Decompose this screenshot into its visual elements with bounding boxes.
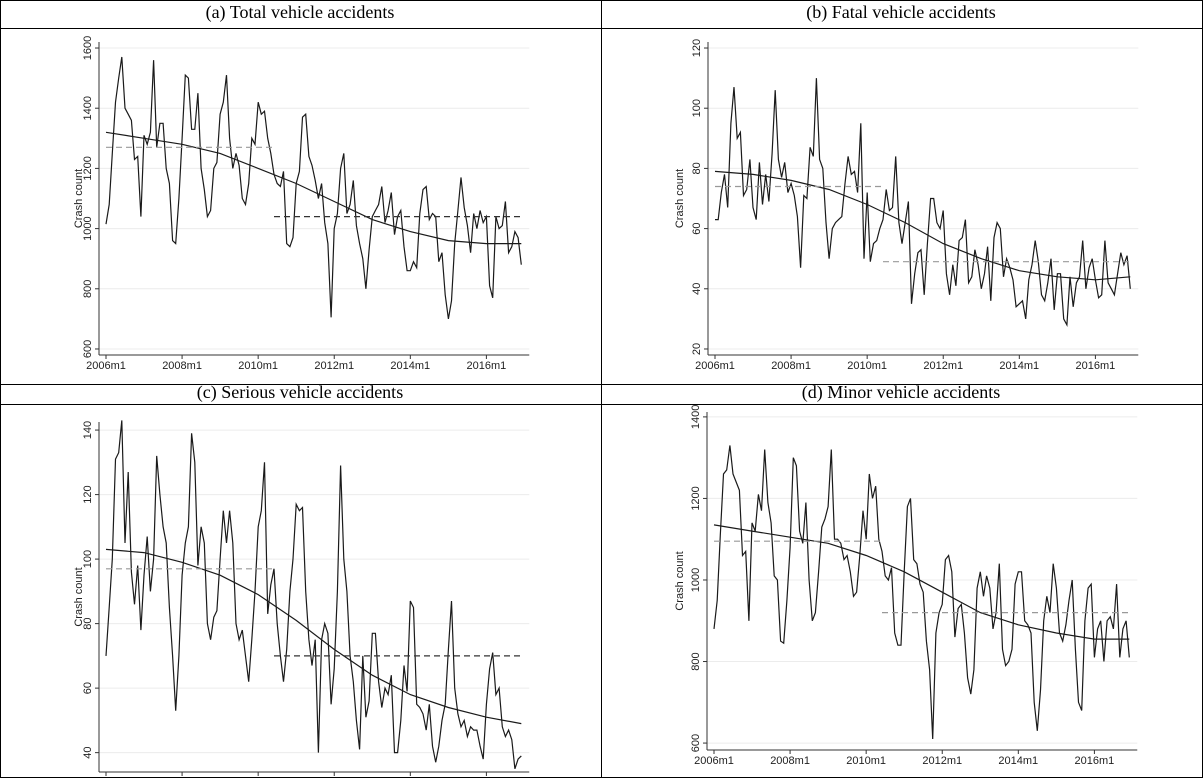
panel-title: (a) Total vehicle accidents — [206, 2, 395, 23]
panel-title: (c) Serious vehicle accidents — [197, 382, 403, 403]
panel-title: (b) Fatal vehicle accidents — [806, 2, 995, 23]
x-tick-label: 2016m1 — [1075, 755, 1115, 767]
series-line — [105, 131, 522, 245]
x-tick-label: 2014m1 — [998, 755, 1038, 767]
y-tick-label: 40 — [82, 747, 94, 759]
y-tick-label: 60 — [691, 222, 703, 234]
x-tick-label: 2012m1 — [923, 360, 963, 372]
y-tick-label: 800 — [690, 652, 702, 670]
y-tick-label: 20 — [691, 343, 703, 355]
y-tick-label: 80 — [691, 162, 703, 174]
x-tick-label: 2006m1 — [694, 755, 734, 767]
x-tick-label: 2006m1 — [695, 360, 735, 372]
y-tick-label: 100 — [691, 99, 703, 117]
y-tick-label: 1000 — [82, 216, 94, 240]
y-axis-label: Crash count — [73, 567, 85, 626]
x-tick-label: 2008m1 — [770, 755, 810, 767]
series-line — [713, 445, 1130, 740]
y-tick-label: 140 — [82, 421, 94, 439]
x-tick-label: 2016m1 — [1076, 360, 1116, 372]
y-tick-label: 1200 — [82, 156, 94, 180]
y-axis-label: Crash count — [674, 169, 686, 228]
y-axis-label: Crash count — [73, 169, 85, 228]
y-tick-label: 80 — [82, 617, 94, 629]
y-axis-label: Crash count — [674, 551, 686, 610]
x-tick-label: 2010m1 — [847, 360, 887, 372]
x-tick-label: 2012m1 — [314, 360, 354, 372]
series-line — [714, 170, 1131, 281]
y-tick-label: 800 — [82, 280, 94, 298]
series-line — [105, 420, 522, 769]
y-tick-label: 60 — [82, 682, 94, 694]
x-tick-label: 2010m1 — [846, 755, 886, 767]
y-tick-label: 1200 — [690, 486, 702, 510]
x-tick-label: 2006m1 — [86, 360, 126, 372]
series-line — [715, 78, 1131, 328]
y-tick-label: 100 — [82, 550, 94, 568]
panel-title: (d) Minor vehicle accidents — [802, 382, 1000, 403]
x-tick-label: 2016m1 — [467, 360, 507, 372]
x-tick-label: 2012m1 — [922, 755, 962, 767]
x-tick-label: 2010m1 — [238, 360, 278, 372]
x-tick-label: 2014m1 — [999, 360, 1039, 372]
y-tick-label: 40 — [691, 283, 703, 295]
y-tick-label: 120 — [82, 485, 94, 503]
x-tick-label: 2008m1 — [771, 360, 811, 372]
series-line — [713, 524, 1130, 640]
y-tick-label: 1000 — [690, 568, 702, 592]
y-tick-label: 600 — [690, 734, 702, 752]
y-tick-label: 120 — [691, 39, 703, 57]
y-tick-label: 1600 — [82, 36, 94, 60]
series-line — [105, 548, 522, 725]
x-tick-label: 2008m1 — [162, 360, 202, 372]
x-tick-label: 2014m1 — [390, 360, 430, 372]
y-tick-label: 1400 — [82, 96, 94, 120]
y-tick-label: 600 — [82, 340, 94, 358]
y-tick-label: 1400 — [690, 405, 702, 429]
series-line — [105, 56, 522, 320]
